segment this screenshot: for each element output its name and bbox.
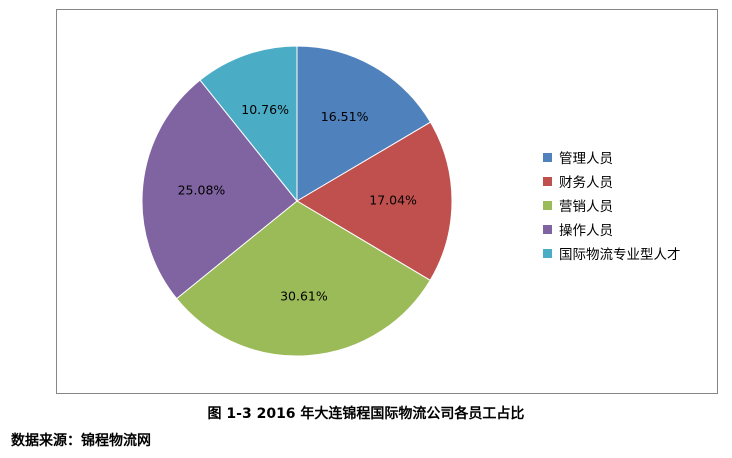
- slice-data-label: 10.76%: [241, 102, 289, 117]
- legend-item: 操作人员: [543, 217, 681, 241]
- pie-slice: [175, 200, 431, 357]
- slice-data-label: 17.04%: [369, 193, 417, 208]
- legend-swatch: [543, 152, 552, 162]
- legend-swatch: [543, 200, 552, 210]
- pie-slice: [296, 45, 432, 202]
- pie-slice: [296, 121, 453, 282]
- data-source-note: 数据来源：锦程物流网: [11, 433, 151, 449]
- legend-label: 操作人员: [559, 223, 613, 239]
- figure-caption: 图 1-3 2016 年大连锦程国际物流公司各员工占比: [207, 406, 525, 422]
- slice-data-label: 16.51%: [321, 109, 369, 124]
- legend-swatch: [543, 176, 552, 186]
- legend-item: 管理人员: [543, 145, 681, 169]
- legend-swatch: [543, 248, 552, 258]
- legend-item: 国际物流专业型人才: [543, 241, 681, 265]
- pie-slice: [141, 79, 298, 300]
- legend-label: 营销人员: [559, 199, 613, 215]
- legend-swatch: [543, 224, 552, 234]
- legend-label: 财务人员: [559, 175, 613, 191]
- slice-data-label: 25.08%: [178, 182, 226, 197]
- legend: 管理人员财务人员营销人员操作人员国际物流专业型人才: [543, 145, 681, 265]
- legend-item: 营销人员: [543, 193, 681, 217]
- legend-label: 国际物流专业型人才: [559, 247, 681, 263]
- legend-label: 管理人员: [559, 151, 613, 167]
- slice-data-label: 30.61%: [280, 288, 328, 303]
- legend-item: 财务人员: [543, 169, 681, 193]
- pie-chart: 16.51% 17.04% 30.61% 25.08% 10.76%: [141, 45, 453, 357]
- chart-frame: 16.51% 17.04% 30.61% 25.08% 10.76% 管理人员财务人员营…: [56, 9, 718, 394]
- pie-slice: [199, 45, 298, 203]
